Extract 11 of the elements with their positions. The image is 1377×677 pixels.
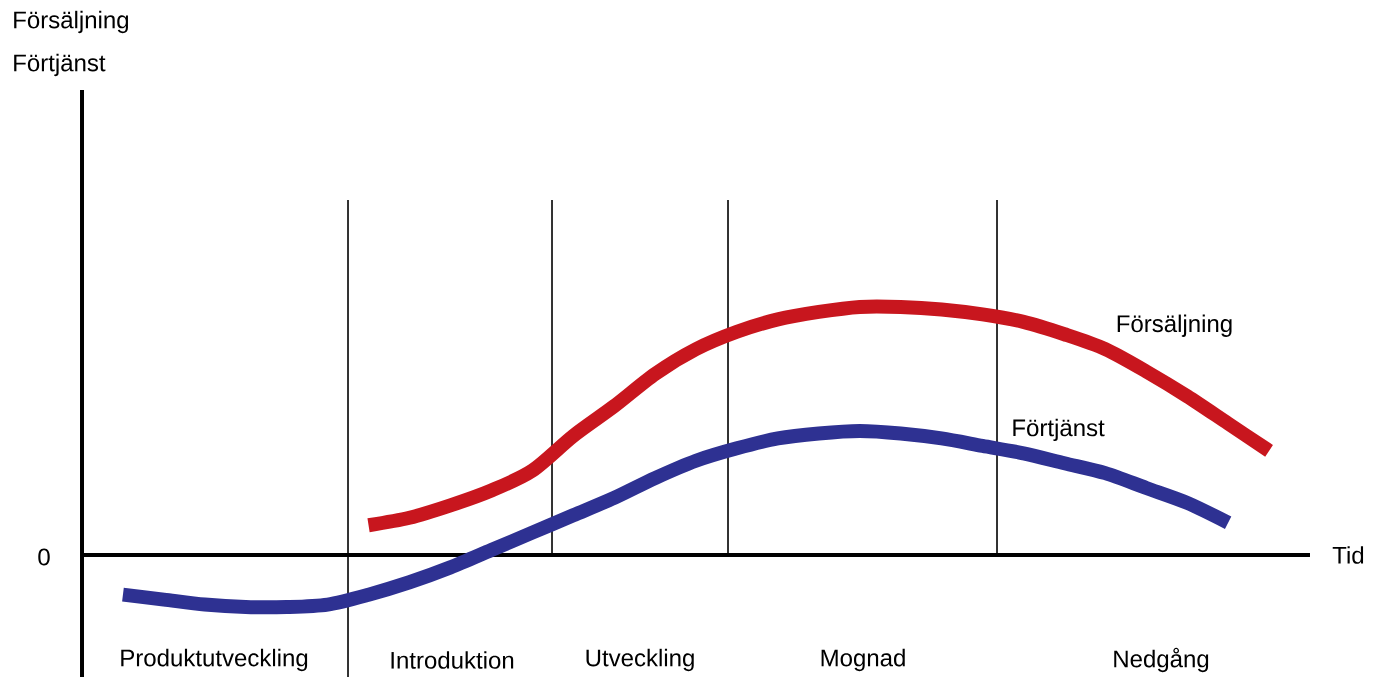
text: 0 [38,548,50,566]
series-label: Förtjänst [1013,418,1105,442]
text: Mognad [821,648,905,672]
text: Nedgång [1114,647,1209,673]
x-axis-title: Tid [1332,546,1364,564]
text: Produktutveckling [121,648,308,672]
text: Försäljning [14,10,129,34]
text: Utveckling [586,648,694,672]
series-label: Försäljning [1117,314,1232,337]
text: Förtjänst [14,53,106,77]
text: Introduktion [391,651,514,669]
